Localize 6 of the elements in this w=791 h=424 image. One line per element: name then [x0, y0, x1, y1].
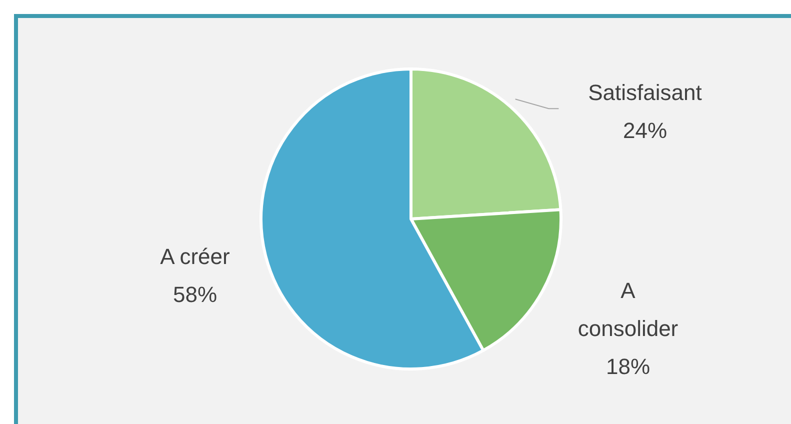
slice-label: A consolider: [578, 278, 678, 341]
data-label: 58%: [172, 282, 218, 307]
slice-label: Satisfaisant: [588, 80, 702, 105]
data-label: 24%: [622, 118, 668, 143]
data-label: 18%: [606, 354, 650, 379]
slice-label: A créer: [160, 244, 230, 269]
